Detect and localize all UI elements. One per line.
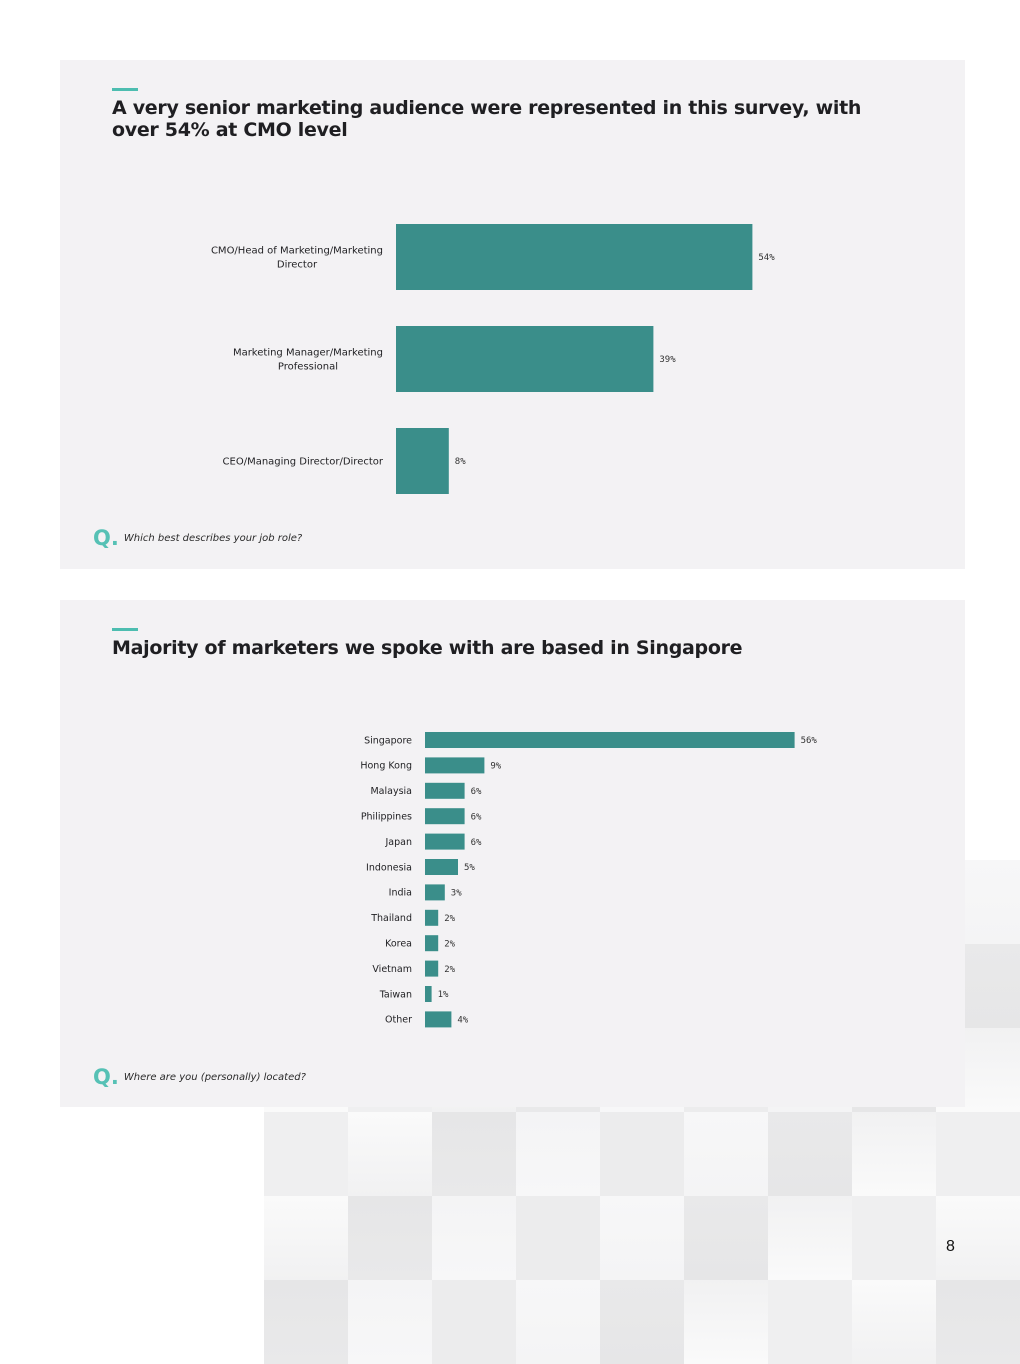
title-accent-bar [112,88,138,91]
bar [425,833,465,850]
data-label: 6% [471,812,482,822]
category-label-line: Marketing Manager/Marketing [233,348,383,359]
category-label: Indonesia [366,862,412,873]
bar [425,960,439,977]
data-label: 2% [444,914,455,924]
data-label: 3% [451,889,462,899]
location-panel: Majority of marketers we spoke with are … [60,600,965,1107]
bar [425,732,795,748]
location-bar-chart: Singapore 56% Hong Kong 9% Malaysia 6% Philipp… [360,732,818,1028]
category-label: Thailand [370,913,412,924]
title-accent-bar [112,628,138,631]
question-text: Which best describes your job role? [123,532,303,544]
question-mark-icon: Q. [93,526,119,550]
data-label: 5% [464,863,475,873]
bar [396,428,449,494]
bar [425,935,439,952]
bar [425,1011,452,1028]
category-label: Marketing Manager/Marketing Professional [233,348,383,373]
data-label: 2% [444,965,455,975]
page-number: 8 [946,1238,955,1255]
bar [425,808,465,825]
category-label: Vietnam [372,964,412,975]
question-mark-icon: Q. [93,1065,119,1089]
job-role-bar-chart: CMO/Head of Marketing/Marketing Director 5… [211,224,775,494]
question-row: Q. Where are you (personally) located? [93,1066,306,1088]
category-label-line: CEO/Managing Director/Director [223,457,384,468]
category-label: Philippines [361,812,412,823]
category-label: India [389,888,412,899]
data-label: 56% [801,736,818,746]
category-label: CMO/Head of Marketing/Marketing Director [211,246,383,271]
bar [425,884,445,901]
category-label: Singapore [364,735,412,746]
bar [396,326,654,392]
data-label: 9% [490,762,501,772]
data-label: 6% [471,838,482,848]
category-label: Hong Kong [360,761,412,772]
category-label-line: Professional [278,362,338,373]
bar [425,782,465,799]
data-label: 2% [444,939,455,949]
job-role-panel: A very senior marketing audience were re… [60,60,965,569]
data-label: 8% [455,457,466,467]
bar [425,909,439,926]
panel-title: A very senior marketing audience were re… [112,97,862,141]
question-row: Q. Which best describes your job role? [93,527,302,549]
data-label: 39% [659,355,676,365]
category-label: Other [385,1015,412,1026]
category-label: Japan [385,837,413,848]
category-label: CEO/Managing Director/Director [223,457,384,468]
question-text: Where are you (personally) located? [123,1071,306,1083]
category-label: Korea [385,939,412,950]
category-label: Malaysia [370,786,412,797]
category-label: Taiwan [379,989,412,1000]
category-label-line: CMO/Head of Marketing/Marketing [211,246,383,257]
data-label: 6% [471,787,482,797]
bar [425,757,485,774]
data-label: 54% [758,253,775,263]
data-label: 1% [438,990,449,1000]
bar [425,986,432,1002]
category-label-line: Director [277,260,318,271]
bar [396,224,753,290]
data-label: 4% [457,1016,468,1026]
panel-title: Majority of marketers we spoke with are … [112,637,743,659]
bar [425,859,458,875]
